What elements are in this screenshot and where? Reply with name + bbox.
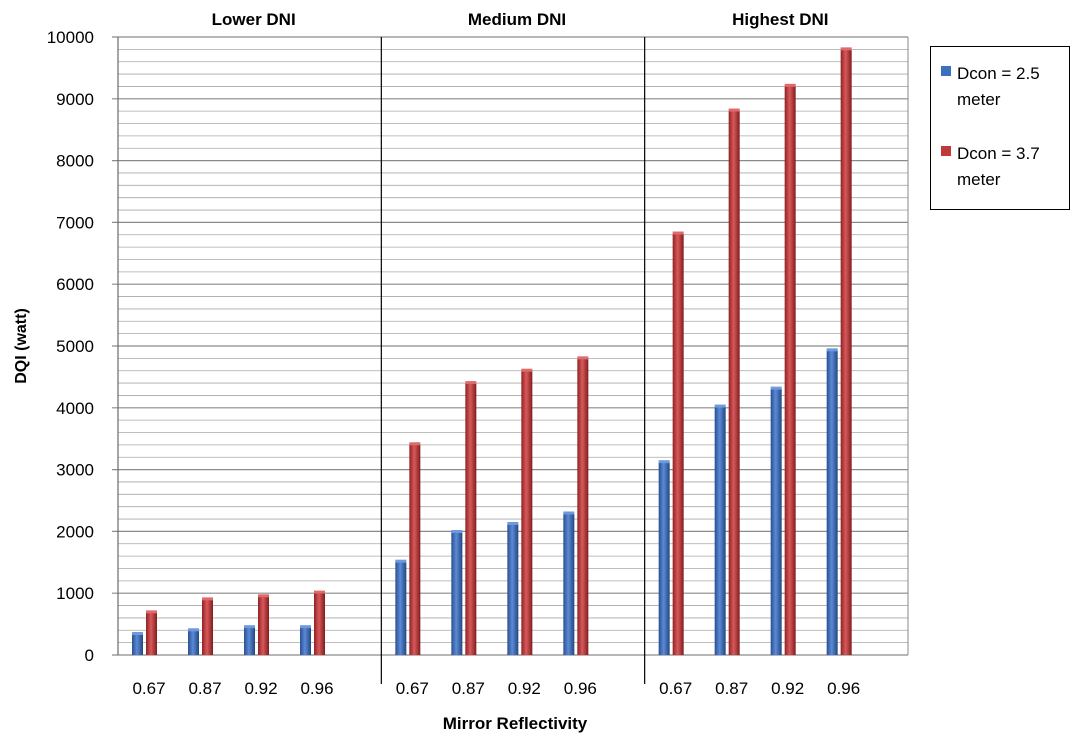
group-title: Medium DNI	[468, 10, 566, 29]
y-tick-label: 4000	[56, 399, 94, 418]
x-tick-label: 0.87	[452, 679, 485, 698]
group-title: Highest DNI	[732, 10, 828, 29]
bar-cap	[300, 625, 311, 629]
bar-cap	[188, 628, 199, 632]
bar-cap	[244, 625, 255, 629]
y-tick-label: 8000	[56, 152, 94, 171]
x-tick-label: 0.67	[132, 679, 165, 698]
bar-dcon-3-7	[314, 592, 325, 655]
bar-dcon-2-5	[826, 350, 838, 655]
bar-cap	[728, 108, 740, 112]
x-tick-label: 0.67	[659, 679, 692, 698]
legend-swatch-blue	[941, 66, 951, 76]
bar-dcon-3-7	[784, 85, 796, 655]
bar-cap	[202, 597, 213, 601]
x-tick-labels: 0.67 0.87 0.92 0.96 0.67 0.87 0.92 0.96 0.67 0.87…	[132, 679, 860, 698]
bar-cap	[409, 442, 421, 446]
bar-cap	[395, 559, 407, 563]
bar-cap	[826, 348, 838, 352]
bar-dcon-2-5	[770, 388, 782, 655]
bar-cap	[521, 368, 533, 372]
bar-dcon-3-7	[672, 233, 684, 656]
group-titles: Lower DNI Medium DNI Highest DNI	[212, 10, 829, 29]
x-tick-label: 0.96	[300, 679, 333, 698]
bar-dcon-3-7	[409, 444, 421, 655]
legend-label: Dcon = 2.5 meter	[957, 64, 1040, 109]
bar-dcon-2-5	[658, 462, 670, 655]
y-tick-label: 1000	[56, 584, 94, 603]
y-tick-labels: 0 1000 2000 3000 4000 5000 6000 7000 8000 9000 100…	[47, 28, 94, 665]
bar-cap	[784, 83, 796, 87]
bar-cap	[507, 521, 519, 525]
bar-dcon-2-5	[395, 561, 407, 655]
x-tick-label: 0.92	[244, 679, 277, 698]
y-tick-label: 10000	[47, 28, 94, 47]
y-tick-label: 0	[85, 646, 94, 665]
legend: Dcon = 2.5 meter Dcon = 3.7 meter	[930, 46, 1070, 210]
y-tick-label: 3000	[56, 461, 94, 480]
bar-dcon-2-5	[563, 513, 575, 655]
panel-dividers	[380, 37, 646, 684]
bar-dcon-3-7	[728, 110, 740, 656]
bar-cap	[146, 610, 157, 614]
bar-cap	[314, 590, 325, 594]
bar-cap	[840, 47, 852, 51]
bar-cap	[577, 356, 589, 360]
bar-dcon-2-5	[132, 633, 143, 655]
legend-swatch-red	[941, 146, 951, 156]
y-tick-label: 5000	[56, 337, 94, 356]
x-tick-label: 0.96	[827, 679, 860, 698]
bar-cap	[714, 404, 726, 408]
x-tick-label: 0.87	[188, 679, 221, 698]
legend-item-dcon-3-7: Dcon = 3.7 meter	[941, 141, 1057, 193]
bar-dcon-3-7	[521, 370, 533, 655]
bar-cap	[658, 460, 670, 464]
bar-dcon-3-7	[146, 612, 157, 655]
legend-item-dcon-2-5: Dcon = 2.5 meter	[941, 61, 1057, 113]
y-tick-label: 7000	[56, 213, 94, 232]
bar-dcon-3-7	[258, 596, 269, 655]
bar-dcon-2-5	[188, 630, 199, 655]
bar-dcon-3-7	[840, 49, 852, 656]
bar-dcon-2-5	[300, 627, 311, 655]
x-tick-label: 0.92	[771, 679, 804, 698]
bar-cap	[465, 381, 477, 385]
y-axis-label: DQI (watt)	[13, 308, 30, 384]
bar-dcon-3-7	[577, 358, 589, 655]
bar-dcon-2-5	[451, 532, 463, 655]
bar-cap	[672, 231, 684, 235]
x-tick-label: 0.87	[715, 679, 748, 698]
bar-dcon-2-5	[714, 406, 726, 655]
bar-cap	[563, 511, 575, 515]
x-tick-label: 0.67	[396, 679, 429, 698]
bars	[132, 47, 852, 656]
x-axis-label: Mirror Reflectivity	[443, 714, 588, 733]
bar-cap	[451, 530, 463, 534]
y-tick-label: 9000	[56, 90, 94, 109]
y-tick-label: 6000	[56, 275, 94, 294]
bar-cap	[770, 386, 782, 390]
bar-dcon-3-7	[465, 383, 477, 655]
legend-label: Dcon = 3.7 meter	[957, 144, 1040, 189]
bar-cap	[132, 631, 143, 635]
x-tick-label: 0.92	[508, 679, 541, 698]
y-tick-label: 2000	[56, 522, 94, 541]
bar-cap	[258, 594, 269, 598]
x-tick-label: 0.96	[564, 679, 597, 698]
bar-dcon-3-7	[202, 599, 213, 655]
group-title: Lower DNI	[212, 10, 296, 29]
bar-dcon-2-5	[507, 523, 519, 655]
bar-dcon-2-5	[244, 627, 255, 655]
